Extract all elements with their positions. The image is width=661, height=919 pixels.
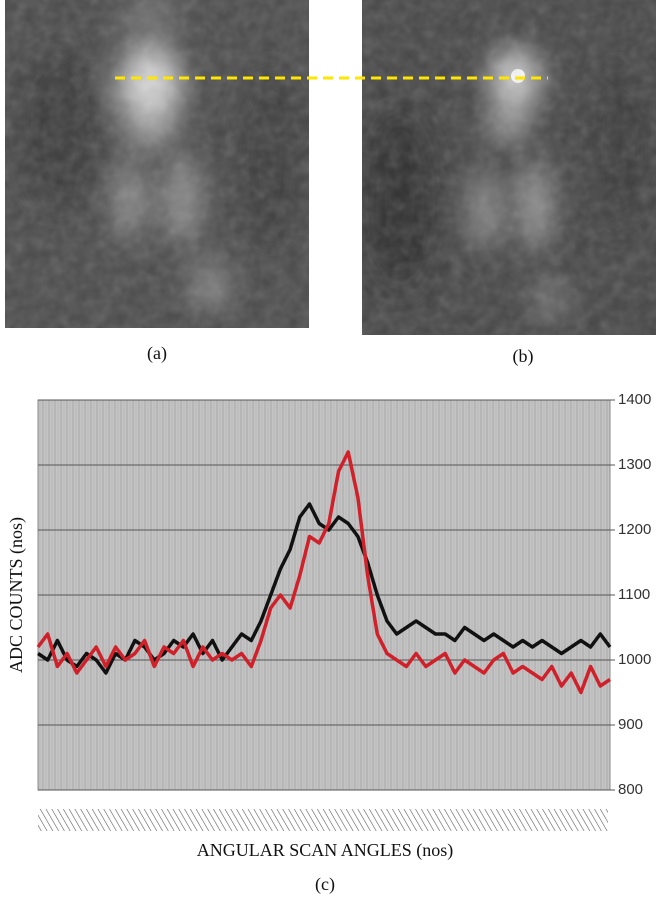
y-tick-label: 1100 xyxy=(618,586,650,603)
caption: (c) xyxy=(315,874,335,895)
panel-label: (a) xyxy=(147,343,167,364)
y-tick-label: 1200 xyxy=(618,521,651,538)
x-axis-label: ANGULAR SCAN ANGLES (nos) xyxy=(197,840,454,861)
data-line xyxy=(36,450,611,695)
y-tick-label: 1000 xyxy=(618,651,651,668)
image-a xyxy=(5,0,309,328)
y-axis-label: ADC COUNTS (nos) xyxy=(6,517,27,673)
y-tick-label: 1400 xyxy=(618,391,651,408)
y-tick-label: 1300 xyxy=(618,456,651,473)
data-line xyxy=(37,502,612,675)
x-tick-band xyxy=(38,809,608,831)
image-b xyxy=(362,0,656,335)
y-tick-label: 800 xyxy=(618,781,643,798)
panel-label: (b) xyxy=(513,346,534,367)
y-tick-label: 900 xyxy=(618,716,643,733)
